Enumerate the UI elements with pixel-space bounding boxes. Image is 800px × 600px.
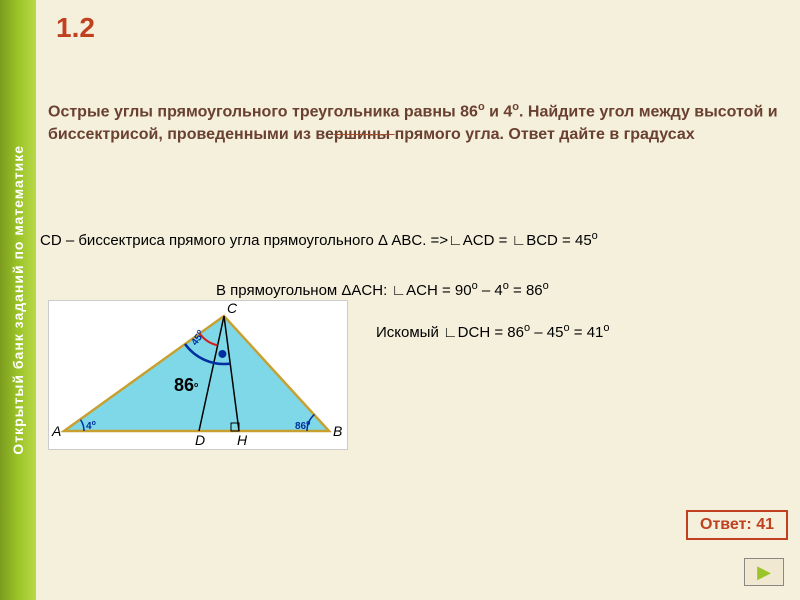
- problem-text-4: прямого угла. Ответ дайте в градусах: [395, 126, 695, 143]
- angle-dot-dch: [218, 350, 226, 358]
- sol3-a: Искомый ∟DCH = 86: [376, 324, 524, 341]
- slide-content: 1.2 Острые углы прямоугольного треугольн…: [36, 0, 800, 600]
- problem-statement: Острые углы прямоугольного треугольника …: [48, 100, 778, 146]
- deg-sup-1: о: [478, 101, 485, 113]
- sol2-a: В прямоугольном ΔACH: ∟ACH = 90: [216, 282, 472, 299]
- sol2-c: = 86: [509, 282, 543, 299]
- vertex-label-C: C: [227, 301, 238, 316]
- vertex-label-A: A: [51, 423, 61, 439]
- sol3-c: = 41: [570, 324, 604, 341]
- task-number: 1.2: [56, 12, 95, 44]
- diagram-svg: A B C D H 4о 86о 45о 86о: [49, 301, 349, 451]
- solution-line-2: В прямоугольном ΔACH: ∟ACH = 90о – 4о = …: [216, 280, 549, 299]
- sol1-sup: о: [592, 230, 598, 242]
- problem-strike: ршины: [334, 126, 395, 143]
- triangle-diagram: A B C D H 4о 86о 45о 86о: [48, 300, 348, 450]
- answer-box: Ответ: 41: [686, 510, 788, 540]
- problem-text-1: Острые углы прямоугольного треугольника …: [48, 103, 478, 120]
- sol2-s3: о: [543, 280, 549, 292]
- sol3-b: – 45: [530, 324, 563, 341]
- vertex-label-D: D: [195, 432, 205, 448]
- solution-line-1: CD – биссектриса прямого угла прямоуголь…: [40, 230, 598, 249]
- sol3-s3: о: [603, 322, 609, 334]
- sol2-b: – 4: [478, 282, 503, 299]
- sol1-a: CD – биссектриса прямого угла прямоуголь…: [40, 232, 592, 249]
- next-slide-button[interactable]: ▶: [744, 558, 784, 586]
- vertex-label-B: B: [333, 423, 342, 439]
- vertex-label-H: H: [237, 432, 248, 448]
- problem-text-2: и 4: [485, 103, 513, 120]
- chevron-right-icon: ▶: [757, 562, 771, 583]
- sidebar-label: Открытый банк заданий по математике: [10, 145, 26, 455]
- solution-line-3: Искомый ∟DCH = 86о – 45о = 41о: [376, 322, 610, 341]
- sidebar: Открытый банк заданий по математике: [0, 0, 36, 600]
